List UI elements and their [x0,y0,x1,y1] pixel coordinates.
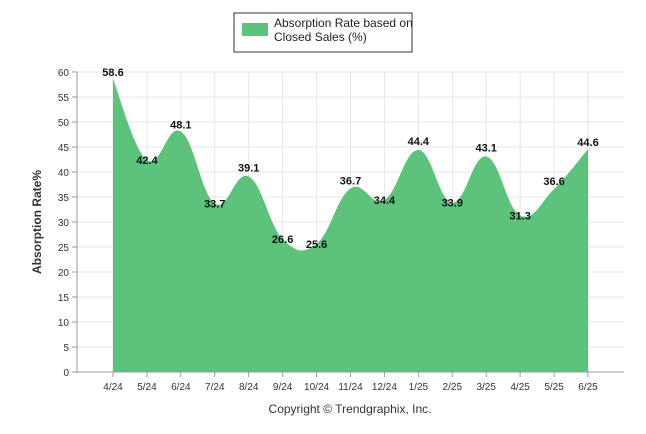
x-tick-label: 4/24 [103,382,123,393]
x-tick-label: 5/24 [137,382,157,393]
y-tick-label: 30 [58,218,70,229]
data-label: 58.6 [102,67,123,79]
y-tick-label: 20 [58,268,70,279]
y-tick-label: 35 [58,193,70,204]
data-label: 48.1 [170,120,191,132]
data-label: 33.9 [442,198,463,210]
data-label: 39.1 [238,163,259,175]
x-tick-label: 8/24 [239,382,259,393]
y-tick-label: 0 [63,368,69,379]
data-label: 36.7 [340,176,361,188]
x-tick-label: 9/24 [273,382,293,393]
x-tick-label: 1/25 [409,382,429,393]
x-tick-label: 3/25 [476,382,496,393]
data-label: 36.6 [543,176,564,188]
x-tick-label: 6/24 [171,382,191,393]
y-tick-label: 55 [58,93,70,104]
x-tick-label: 10/24 [304,382,329,393]
x-tick-label: 11/24 [338,382,363,393]
x-tick-label: 4/25 [510,382,530,393]
data-label: 34.4 [374,195,396,207]
y-tick-label: 25 [58,243,70,254]
x-tick-label: 2/25 [443,382,463,393]
legend: Absorption Rate based on Closed Sales (%… [233,12,413,53]
x-tick-label: 7/24 [205,382,225,393]
copyright-text: Copyright © Trendgraphix, Inc. [269,402,432,416]
y-tick-label: 15 [58,293,70,304]
y-axis-title: Absorption Rate% [30,170,44,274]
y-tick-label: 40 [58,168,70,179]
data-label: 33.7 [204,199,225,211]
data-label: 44.4 [408,136,430,148]
y-tick-label: 50 [58,118,70,129]
x-axis: 4/24 5/24 6/24 7/24 8/24 9/24 10/24 11/24 12/24 1… [77,371,624,393]
data-labels: 58.6 42.4 48.1 33.7 39.1 26.6 25.6 36.7 34.4 44.4… [102,67,598,251]
y-tick-label: 60 [58,68,70,79]
data-label: 25.6 [306,239,327,251]
data-label: 44.6 [577,137,598,149]
y-tick-label: 5 [63,343,69,354]
x-tick-label: 5/25 [544,382,564,393]
y-tick-label: 45 [58,143,70,154]
y-axis: 0 5 10 15 20 25 30 35 40 45 50 55 60 [58,68,78,379]
data-label: 26.6 [272,234,293,246]
data-label: 42.4 [136,155,158,167]
legend-swatch [242,23,268,36]
x-tick-label: 12/24 [372,382,397,393]
legend-label-line2: Closed Sales (%) [274,30,367,44]
data-label: 43.1 [476,143,497,155]
y-tick-label: 10 [58,318,70,329]
data-label: 31.3 [509,211,530,223]
x-tick-label: 6/25 [578,382,598,393]
area-series [113,79,588,372]
legend-label-line1: Absorption Rate based on [274,16,413,30]
